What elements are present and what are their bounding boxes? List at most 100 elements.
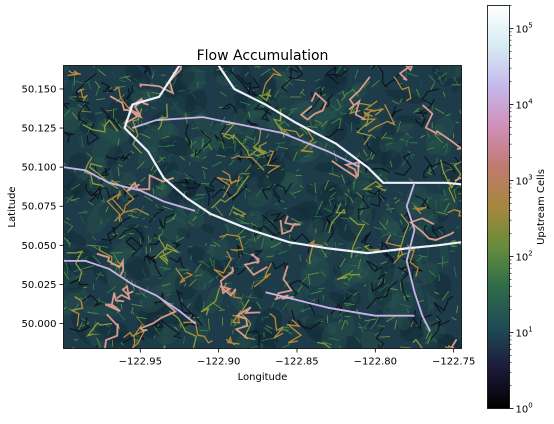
terrain-patch <box>176 227 191 239</box>
drainage-stroke <box>183 173 194 181</box>
drainage-stroke <box>425 333 433 344</box>
drainage-stroke <box>305 258 310 265</box>
drainage-stroke <box>239 216 246 221</box>
terrain-patch <box>360 331 384 349</box>
drainage-stroke <box>324 179 330 190</box>
drainage-stroke <box>311 290 322 295</box>
plot-area <box>63 65 462 349</box>
drainage-stroke <box>192 196 205 201</box>
drainage-stroke <box>248 294 252 298</box>
drainage-stroke <box>253 232 256 243</box>
drainage-stroke <box>173 139 177 143</box>
drainage-stroke <box>385 204 390 206</box>
drainage-stroke <box>314 182 316 193</box>
channel <box>331 160 360 179</box>
drainage-stroke <box>308 183 313 186</box>
drainage-stroke <box>100 220 103 225</box>
drainage-stroke <box>331 166 334 175</box>
ridge-line <box>455 143 462 160</box>
drainage-stroke <box>425 327 431 334</box>
drainage-stroke <box>435 69 440 72</box>
terrain-patch <box>384 88 423 104</box>
drainage-stroke <box>215 206 224 217</box>
terrain-patch <box>205 285 224 314</box>
tributary <box>361 180 386 192</box>
terrain-patch <box>128 125 142 145</box>
drainage-stroke <box>349 196 354 203</box>
ridge-line <box>423 163 436 178</box>
drainage-stroke <box>334 105 344 112</box>
tributary <box>269 312 285 339</box>
drainage-stroke <box>63 306 67 311</box>
drainage-stroke <box>328 172 341 178</box>
drainage-stroke <box>443 189 447 197</box>
drainage-stroke <box>307 125 318 128</box>
drainage-stroke <box>303 154 312 158</box>
drainage-stroke <box>132 311 135 316</box>
terrain-patch <box>333 259 364 290</box>
drainage-stroke <box>385 316 396 323</box>
terrain-patch <box>329 291 357 312</box>
drainage-stroke <box>282 302 288 311</box>
ridge-line <box>261 184 274 200</box>
terrain-patch <box>344 313 355 337</box>
drainage-stroke <box>294 79 306 82</box>
drainage-stroke <box>233 84 238 88</box>
drainage-stroke <box>389 209 392 213</box>
drainage-stroke <box>323 207 333 213</box>
drainage-stroke <box>445 114 451 117</box>
terrain-patch <box>390 133 408 158</box>
drainage-stroke <box>315 86 321 90</box>
tributary <box>69 295 84 327</box>
drainage-stroke <box>401 202 406 205</box>
terrain-patch <box>132 71 151 91</box>
drainage-stroke <box>114 260 117 264</box>
ridge-line <box>375 327 385 349</box>
drainage-stroke <box>296 168 300 172</box>
drainage-stroke <box>323 242 329 246</box>
drainage-stroke <box>89 178 92 188</box>
drainage-stroke <box>72 347 77 349</box>
drainage-stroke <box>115 118 117 123</box>
drainage-stroke <box>364 319 372 328</box>
ridge-line <box>208 177 228 189</box>
terrain-patch <box>190 293 203 326</box>
drainage-stroke <box>418 254 428 258</box>
drainage-stroke <box>428 74 436 83</box>
drainage-stroke <box>322 341 332 346</box>
drainage-stroke <box>299 184 304 189</box>
ridge-line <box>82 294 102 308</box>
tributary <box>219 233 244 251</box>
terrain-patch <box>226 219 241 236</box>
terrain-patch <box>67 177 88 198</box>
drainage-stroke <box>187 221 195 226</box>
drainage-stroke <box>274 341 278 347</box>
terrain-patch <box>156 305 179 328</box>
drainage-stroke <box>328 337 340 341</box>
drainage-stroke <box>109 65 111 66</box>
terrain-patch <box>104 145 123 167</box>
drainage-stroke <box>152 325 161 335</box>
tributary <box>349 216 366 258</box>
terrain-patch <box>380 149 402 171</box>
x-tick-label: −122.90 <box>197 357 240 368</box>
drainage-stroke <box>120 304 123 310</box>
tributary <box>385 234 403 264</box>
drainage-stroke <box>333 103 337 113</box>
drainage-stroke <box>289 107 298 111</box>
ridge-line <box>158 213 175 231</box>
drainage-stroke <box>139 132 151 139</box>
drainage-stroke <box>192 140 197 145</box>
drainage-stroke <box>281 324 289 332</box>
x-tick-label: −122.80 <box>354 357 397 368</box>
drainage-stroke <box>329 197 335 201</box>
drainage-stroke <box>95 271 102 280</box>
terrain-patch <box>234 334 251 349</box>
terrain-patch <box>131 76 147 93</box>
drainage-stroke <box>430 82 435 91</box>
ridge-line <box>185 123 191 147</box>
drainage-stroke <box>418 259 422 266</box>
terrain-patch <box>266 154 286 184</box>
drainage-stroke <box>179 155 186 161</box>
